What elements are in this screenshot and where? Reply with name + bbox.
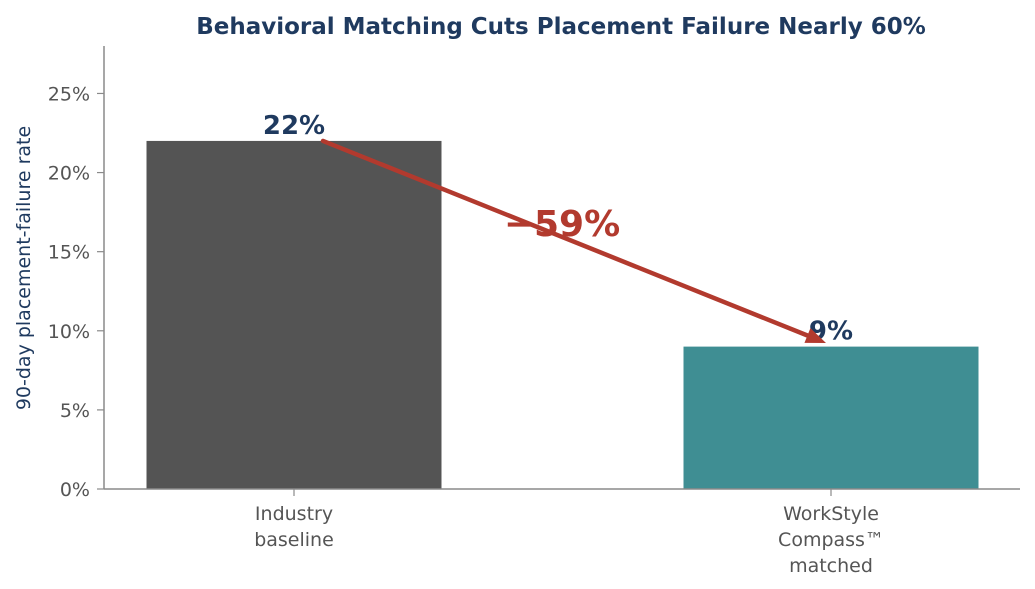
y-tick-label: 15% — [48, 242, 90, 264]
bar-value-label: 22% — [263, 111, 325, 141]
y-tick-label: 10% — [48, 321, 90, 343]
x-tick-label-line: baseline — [254, 529, 334, 551]
y-tick-label: 0% — [60, 479, 90, 501]
x-tick-label-line: matched — [789, 555, 873, 577]
annotation-arrow-head — [804, 328, 826, 343]
y-axis-label: 90-day placement-failure rate — [13, 126, 35, 410]
y-tick-label: 25% — [48, 83, 90, 105]
x-tick-label: WorkStyle Compass™ matched — [778, 503, 884, 577]
bar — [683, 346, 979, 489]
chart-title: Behavioral Matching Cuts Placement Failu… — [196, 14, 926, 40]
annotation: −59% — [320, 138, 826, 343]
x-tick-label: Industry baseline — [254, 503, 334, 551]
y-tick-label: 5% — [60, 400, 90, 422]
annotation-label: −59% — [504, 204, 620, 245]
y-ticks: 0% 5% 10% 15% 20% 25% — [48, 83, 104, 501]
x-tick-labels: Industry baseline WorkStyle Compass™ matched — [254, 489, 884, 577]
x-tick-label-line: Compass™ — [778, 529, 884, 551]
x-tick-label-line: Industry — [255, 503, 333, 525]
bars: 22%9% — [146, 111, 979, 489]
annotation-arrow-shaft — [320, 138, 810, 338]
x-tick-label-line: WorkStyle — [783, 503, 879, 525]
bar — [146, 140, 442, 489]
y-tick-label: 20% — [48, 163, 90, 185]
